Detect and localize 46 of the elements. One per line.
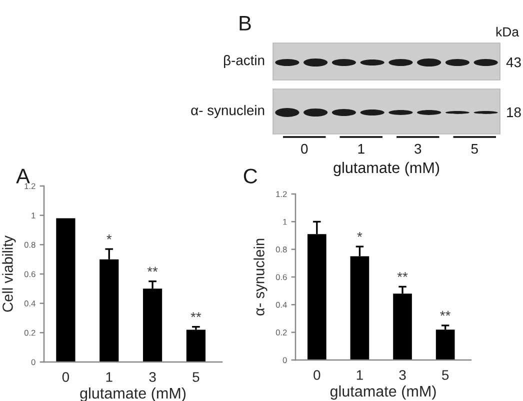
chart-title: A — [16, 168, 30, 184]
x-tick-label: 5 — [192, 372, 200, 382]
y-tick-label: 0.8 — [24, 242, 36, 248]
category-label: β-actin — [224, 55, 264, 68]
category-label: 18 — [507, 107, 521, 118]
x-tick-label: 0 — [62, 372, 70, 382]
category-label: α- synuclein — [191, 105, 264, 118]
text: glutamate (mM) — [334, 162, 440, 176]
y-tick-label: 1 — [32, 212, 36, 218]
y-tick-label: 1.2 — [276, 191, 287, 198]
annotation: * — [357, 232, 362, 237]
y-axis-title: Cell viability — [2, 236, 16, 312]
x-axis-title: glutamate (mM) — [330, 385, 436, 400]
y-tick-label: 0.2 — [276, 330, 287, 336]
y-tick-label: 1 — [283, 218, 287, 225]
text: kDa — [496, 26, 519, 37]
category-label: 0 — [301, 144, 308, 154]
category-label: 5 — [471, 144, 478, 154]
y-tick-label: 1.2 — [24, 183, 36, 190]
y-axis-title: α- synuclein — [254, 238, 268, 316]
bar — [56, 218, 76, 362]
x-tick-label: 5 — [442, 370, 449, 380]
annotation: ** — [190, 312, 202, 318]
annotation: * — [106, 234, 112, 240]
category-label: 3 — [414, 144, 422, 154]
category-label: 1 — [358, 144, 364, 154]
chart-title: C — [244, 168, 258, 184]
x-tick-label: 3 — [399, 370, 406, 380]
y-tick-label: 0.4 — [24, 300, 36, 306]
x-tick-label: 1 — [106, 372, 112, 382]
y-tick-label: 0 — [31, 359, 36, 366]
annotation: ** — [397, 272, 408, 278]
y-tick-label: 0.8 — [276, 246, 287, 252]
x-tick-label: 0 — [314, 370, 320, 380]
text: B — [240, 16, 251, 30]
annotation: ** — [147, 266, 158, 272]
y-tick-label: 0.6 — [24, 271, 36, 278]
x-tick-label: 3 — [149, 372, 156, 382]
y-tick-label: 0 — [282, 357, 287, 364]
y-tick-label: 0.4 — [276, 302, 287, 308]
y-tick-label: 0.6 — [276, 274, 287, 280]
annotation: ** — [440, 310, 451, 316]
bar — [186, 330, 206, 362]
y-tick-label: 0.2 — [24, 330, 36, 336]
x-tick-label: 1 — [356, 370, 363, 380]
category-label: 43 — [506, 57, 521, 68]
